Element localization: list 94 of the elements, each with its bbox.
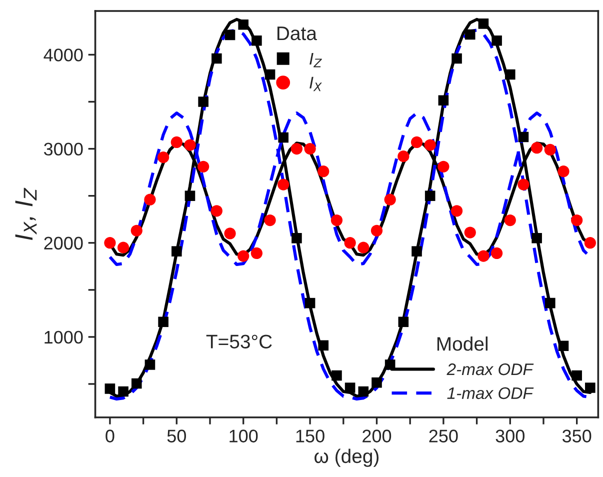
y-tick-label: 1000	[44, 330, 83, 344]
y-axis-title: I$_{X}$, I$_{Z}$	[15, 188, 37, 240]
x-tick-label: 0	[106, 430, 114, 442]
point	[278, 178, 290, 190]
point	[532, 233, 542, 244]
annotation: T=53°C	[206, 334, 272, 348]
point	[478, 250, 490, 262]
point	[358, 242, 370, 254]
point	[330, 214, 343, 226]
text: Data	[277, 26, 317, 40]
point	[464, 226, 476, 238]
point	[478, 18, 489, 29]
point	[490, 247, 503, 260]
point	[304, 298, 316, 308]
point	[332, 370, 342, 381]
point	[518, 132, 529, 142]
point	[398, 316, 409, 328]
point	[290, 142, 303, 155]
point	[158, 316, 168, 328]
point	[558, 166, 570, 178]
point	[210, 205, 222, 217]
point	[384, 194, 396, 206]
point	[412, 246, 422, 256]
point	[184, 190, 196, 201]
point	[238, 19, 248, 30]
point	[344, 382, 356, 393]
point	[531, 142, 543, 154]
point	[545, 298, 556, 308]
point	[424, 190, 436, 201]
point	[170, 136, 182, 148]
point	[438, 95, 449, 106]
point	[144, 360, 156, 370]
point	[104, 237, 116, 249]
point	[518, 178, 530, 190]
point	[118, 386, 128, 397]
text: Model	[437, 336, 488, 351]
point	[358, 386, 369, 397]
legend-label: I$_{Z}$	[310, 53, 322, 68]
point	[198, 160, 210, 172]
x-axis-title: ω (deg)	[314, 448, 379, 467]
point	[130, 224, 142, 236]
point	[571, 214, 583, 226]
legend-label: 2-max ODF	[446, 363, 534, 376]
x-tick-label: 50	[167, 430, 186, 442]
point	[144, 194, 156, 206]
point	[131, 378, 142, 389]
point	[184, 139, 196, 151]
point	[492, 35, 502, 46]
legend-label: 1-max ODF	[447, 387, 534, 400]
point	[238, 250, 250, 262]
point	[424, 139, 436, 151]
point	[264, 69, 276, 80]
point	[104, 384, 116, 394]
point	[372, 377, 382, 388]
point	[558, 340, 569, 352]
y-tick-label: 2000	[44, 236, 83, 250]
point	[198, 96, 208, 107]
x-tick-label: 200	[362, 430, 392, 442]
point	[398, 150, 410, 162]
x-tick-label: 350	[562, 430, 592, 442]
point	[117, 242, 130, 254]
point	[584, 237, 596, 249]
point	[410, 136, 423, 148]
point	[250, 247, 262, 260]
point	[544, 144, 556, 156]
x-tick-label: 300	[496, 430, 524, 442]
point	[212, 53, 222, 64]
point	[344, 237, 356, 249]
point	[278, 132, 289, 143]
point	[450, 205, 463, 217]
point	[585, 382, 596, 393]
y-tick-label: 4000	[44, 48, 83, 62]
point	[292, 233, 302, 244]
point	[318, 166, 330, 178]
x-tick-label: 100	[230, 430, 258, 442]
point	[304, 142, 316, 155]
point	[264, 214, 276, 226]
point	[504, 214, 516, 226]
point	[171, 246, 182, 256]
x-tick-label: 250	[429, 430, 458, 442]
point	[464, 29, 476, 40]
point	[252, 35, 262, 46]
point	[438, 160, 450, 172]
point	[318, 340, 329, 351]
point	[452, 53, 462, 64]
point	[224, 228, 236, 240]
y-tick-label: 3000	[44, 142, 83, 156]
point	[157, 151, 170, 164]
point	[504, 69, 516, 80]
legend-label: I$_{X}$	[310, 76, 322, 92]
point	[572, 370, 582, 381]
point	[370, 224, 383, 236]
point	[224, 30, 236, 40]
x-tick-label: 150	[296, 430, 324, 442]
